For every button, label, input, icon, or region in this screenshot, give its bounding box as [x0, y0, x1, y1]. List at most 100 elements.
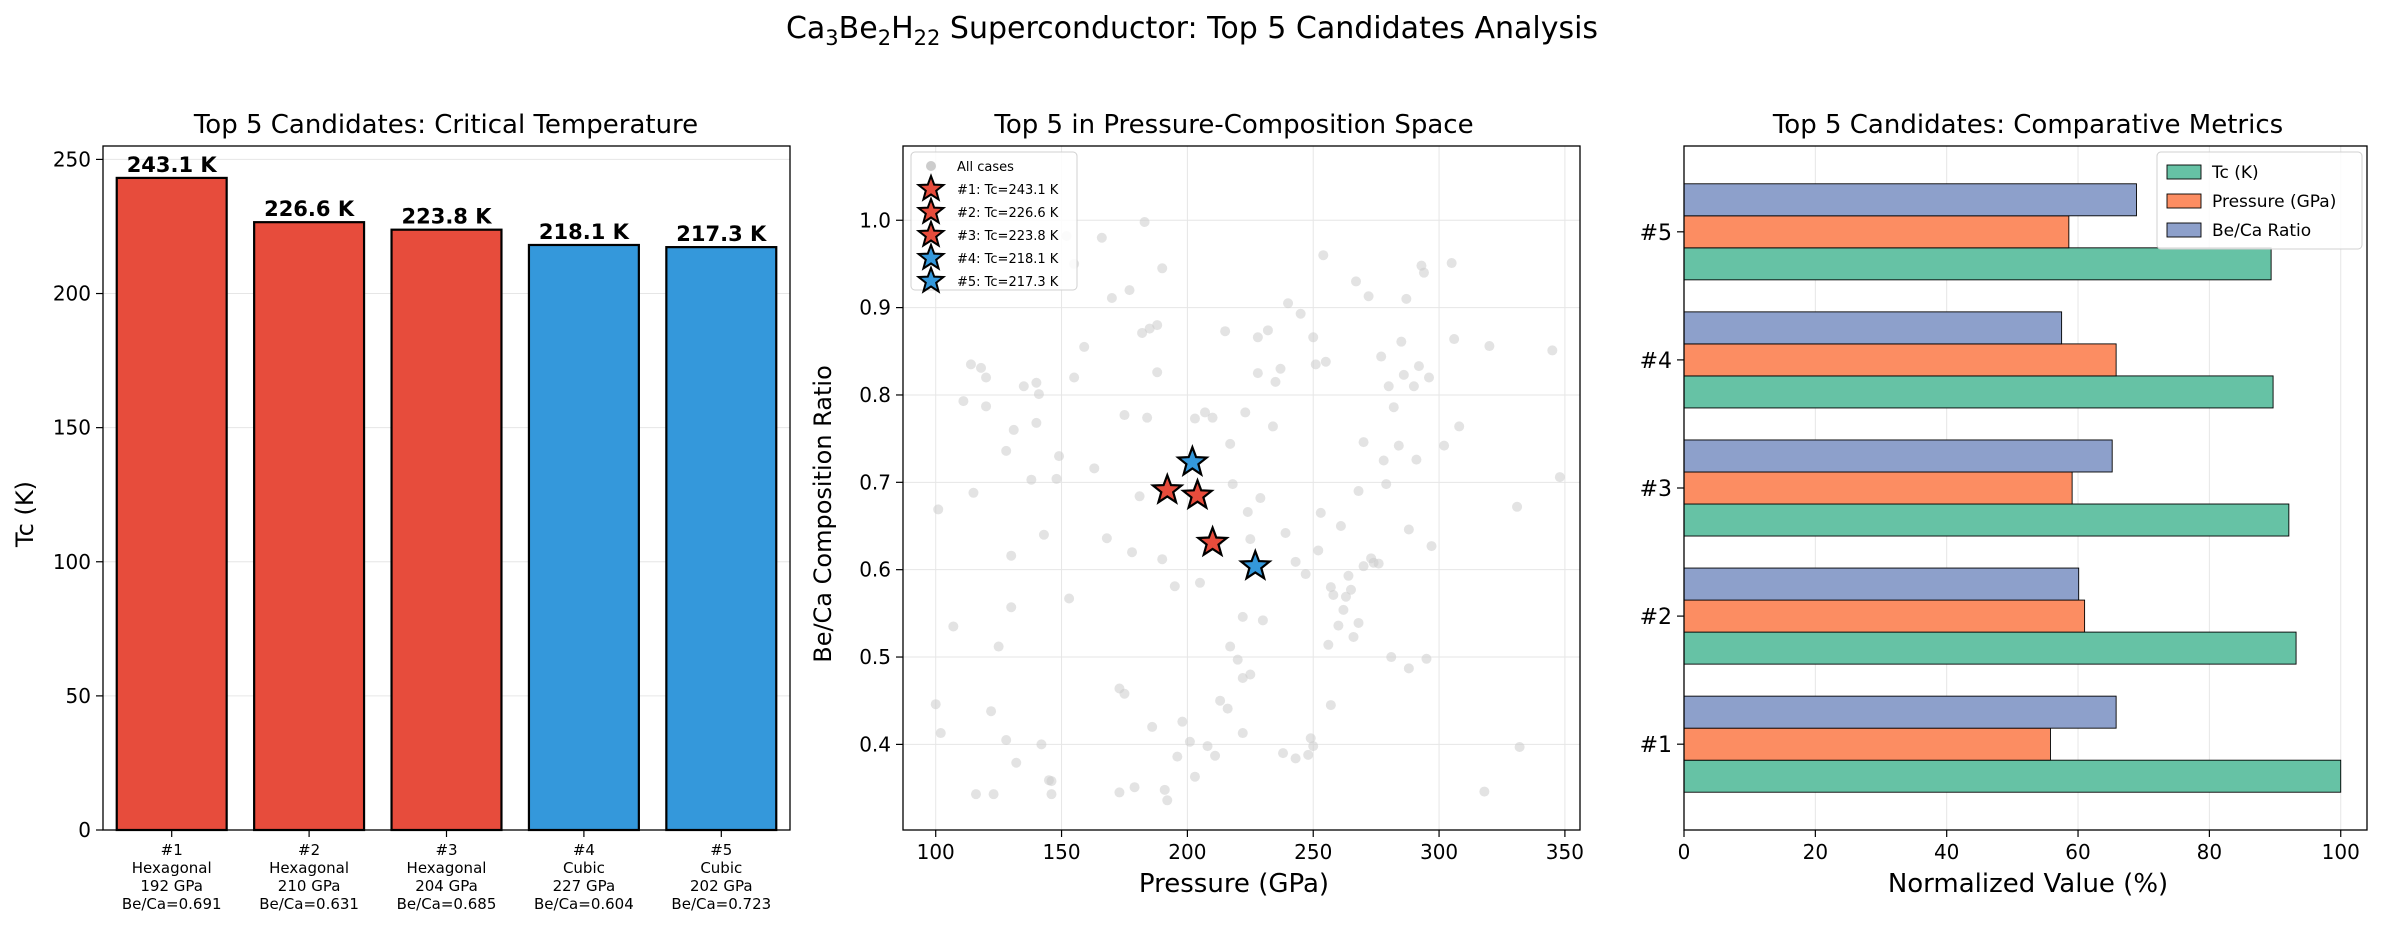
scatter-background-point — [1512, 501, 1523, 512]
scatter-ytick-label: 0.7 — [859, 470, 891, 494]
scatter-background-point — [1225, 438, 1236, 449]
metrics-xtick-label: 20 — [1803, 840, 1828, 864]
scatter-background-point — [1290, 753, 1301, 764]
scatter-background-point — [1411, 454, 1422, 465]
metrics-xtick-label: 0 — [1678, 840, 1691, 864]
scatter-background-point — [1018, 381, 1029, 392]
scatter-background-point — [1252, 332, 1263, 343]
tc-xtick-label-line: 227 GPa — [553, 877, 616, 895]
scatter-background-point — [1305, 733, 1316, 744]
scatter-background-point — [1225, 641, 1236, 652]
scatter-background-point — [1418, 267, 1429, 278]
scatter-background-point — [1257, 615, 1268, 626]
scatter-background-point — [958, 396, 969, 407]
scatter-background-point — [1338, 604, 1349, 615]
metrics-bar — [1683, 183, 2137, 217]
scatter-background-point — [1547, 345, 1558, 356]
scatter-background-point — [976, 362, 987, 373]
tc-bar-value-label: 226.6 K — [264, 197, 355, 221]
scatter-background-point — [1079, 341, 1090, 352]
scatter-background-point — [1200, 407, 1211, 418]
scatter-ylabel: Be/Ca Composition Ratio — [809, 365, 837, 663]
metrics-legend-frame — [2156, 151, 2363, 250]
scatter-background-point — [1351, 276, 1362, 287]
scatter-background-point — [1313, 545, 1324, 556]
scatter-highlight-star — [1238, 548, 1273, 581]
metrics-title: Top 5 Candidates: Comparative Metrics — [1772, 110, 2283, 140]
scatter-xtick-label: 350 — [1546, 840, 1584, 864]
scatter-background-point — [1036, 739, 1047, 750]
scatter-background-point — [1325, 582, 1336, 593]
scatter-background-point — [1157, 263, 1168, 274]
scatter-legend-label: #5: Tc=217.3 K — [957, 275, 1059, 290]
metrics-legend-label: Be/Ca Ratio — [2212, 221, 2311, 241]
tc-ytick-label: 200 — [53, 282, 91, 306]
scatter-background-point — [1353, 617, 1364, 628]
scatter-background-point — [1255, 493, 1266, 504]
scatter-background-point — [1328, 590, 1339, 601]
scatter-legend-label: #4: Tc=218.1 K — [957, 252, 1059, 267]
scatter-background-point — [1152, 320, 1163, 331]
scatter-background-point — [1237, 611, 1248, 622]
tc-ytick-label: 50 — [66, 684, 91, 708]
scatter-background-point — [1403, 524, 1414, 535]
suptitle-part: 22 — [914, 26, 941, 50]
scatter-background-point — [1245, 534, 1256, 545]
scatter-highlight-star — [1175, 444, 1210, 477]
tc-bar-title: Top 5 Candidates: Critical Temperature — [193, 110, 698, 140]
metrics-bar — [1683, 695, 2117, 729]
scatter-background-point — [1303, 749, 1314, 760]
scatter-background-point — [1162, 795, 1173, 806]
scatter-background-point — [1134, 491, 1145, 502]
scatter-background-point — [1142, 412, 1153, 423]
scatter-background-point — [1300, 569, 1311, 580]
scatter-background-point — [1222, 703, 1233, 714]
tc-xtick-label: #5 Cubic 202 GPa Be/Ca=0.723 — [671, 841, 771, 913]
scatter-background-point — [1194, 577, 1205, 588]
scatter-legend-label: #1: Tc=243.1 K — [957, 183, 1059, 198]
scatter-background-point — [1026, 474, 1037, 485]
scatter-background-point — [1069, 372, 1080, 383]
scatter-ytick-label: 0.4 — [859, 732, 891, 756]
scatter-legend-label: #3: Tc=223.8 K — [957, 229, 1059, 244]
scatter-background-point — [1401, 293, 1412, 304]
scatter-background-point — [935, 728, 946, 739]
tc-bar-value-label: 218.1 K — [539, 220, 630, 244]
metrics-bar — [1683, 759, 2342, 793]
metrics-bar — [1683, 503, 2290, 537]
scatter-background-point — [1333, 620, 1344, 631]
scatter-background-point — [1388, 402, 1399, 413]
metrics-panel: Top 5 Candidates: Comparative Metrics No… — [1640, 110, 2368, 899]
scatter-ytick-label: 1.0 — [859, 208, 891, 232]
metrics-bar — [1683, 311, 2063, 345]
scatter-background-point — [1315, 507, 1326, 518]
scatter-background-point — [1232, 654, 1243, 665]
scatter-background-point — [1220, 326, 1231, 337]
metrics-xtick-label: 40 — [1934, 840, 1959, 864]
scatter-background-point — [1033, 389, 1044, 400]
scatter-background-point — [1031, 377, 1042, 388]
scatter-background-point — [1240, 407, 1251, 418]
scatter-background-point — [988, 789, 999, 800]
suptitle-part: 2 — [878, 26, 891, 50]
metrics-bar — [1683, 247, 2272, 281]
scatter-background-point — [1137, 327, 1148, 338]
scatter-background-point — [1479, 786, 1490, 797]
scatter-background-point — [1348, 631, 1359, 642]
tc-bar-value-label: 217.3 K — [676, 222, 767, 246]
scatter-background-point — [1386, 652, 1397, 663]
scatter-background-point — [965, 359, 976, 370]
scatter-background-point — [1310, 359, 1321, 370]
scatter-background-point — [986, 706, 997, 717]
suptitle-part: H — [891, 11, 914, 46]
scatter-background-point — [1129, 782, 1140, 793]
scatter-legend-marker — [915, 265, 947, 294]
scatter-background-point — [1381, 479, 1392, 490]
tc-xtick-label-line: 210 GPa — [278, 877, 341, 895]
scatter-background-point — [1423, 372, 1434, 383]
scatter-background-point — [1157, 554, 1168, 565]
scatter-legend-label: All cases — [957, 160, 1014, 175]
tc-xtick-label-line: #5 — [710, 841, 732, 859]
scatter-highlight-star — [1195, 524, 1230, 558]
